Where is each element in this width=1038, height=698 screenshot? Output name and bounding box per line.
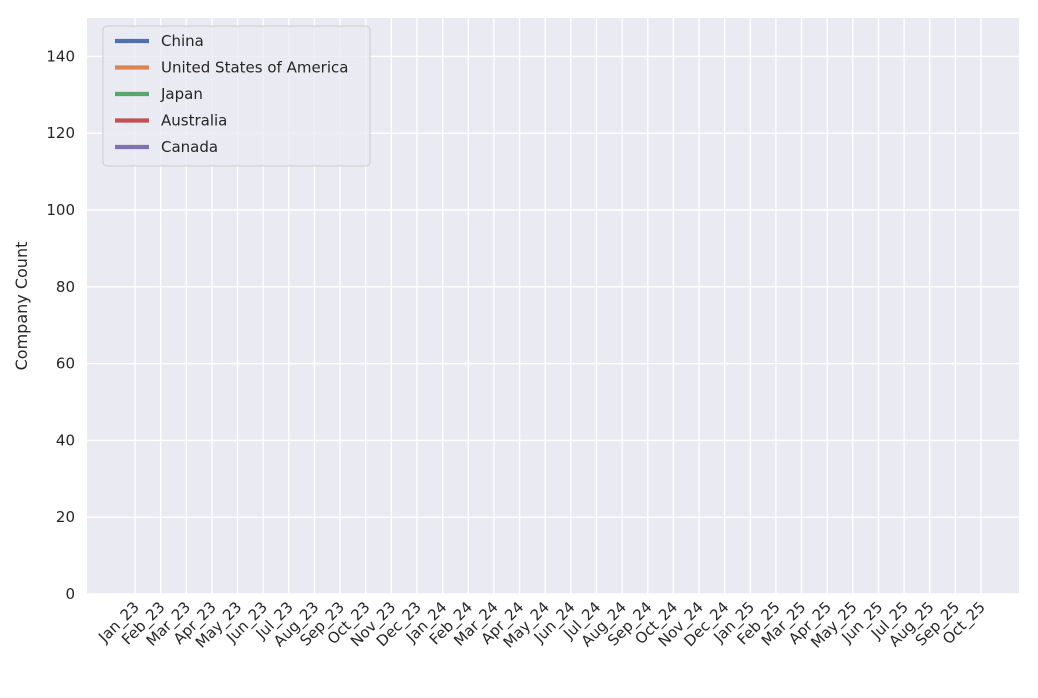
- legend-label: Australia: [161, 112, 227, 130]
- legend: China United States of America Japan Austra…: [102, 25, 371, 167]
- x-axis-ticks: Jan_23Feb_23Mar_23Apr_23May_23Jun_23Jul_…: [94, 598, 989, 652]
- legend-label: China: [161, 32, 204, 50]
- y-tick-label: 140: [46, 47, 75, 65]
- legend-entries: China United States of America Japan Austra…: [115, 32, 348, 156]
- y-tick-label: 0: [65, 585, 75, 603]
- legend-label: Japan: [160, 85, 203, 103]
- y-axis-ticks: 0 20 40 60 80 100 120 140: [46, 47, 75, 603]
- legend-box: [102, 25, 371, 167]
- y-tick-label: 80: [56, 278, 75, 296]
- legend-label: Canada: [161, 138, 218, 156]
- y-tick-label: 20: [56, 508, 75, 526]
- legend-label: United States of America: [161, 59, 348, 77]
- y-tick-label: 40: [56, 431, 75, 449]
- y-tick-label: 120: [46, 124, 75, 142]
- y-tick-label: 100: [46, 201, 75, 219]
- y-axis-label: Company Count: [12, 242, 31, 371]
- y-tick-label: 60: [56, 355, 75, 373]
